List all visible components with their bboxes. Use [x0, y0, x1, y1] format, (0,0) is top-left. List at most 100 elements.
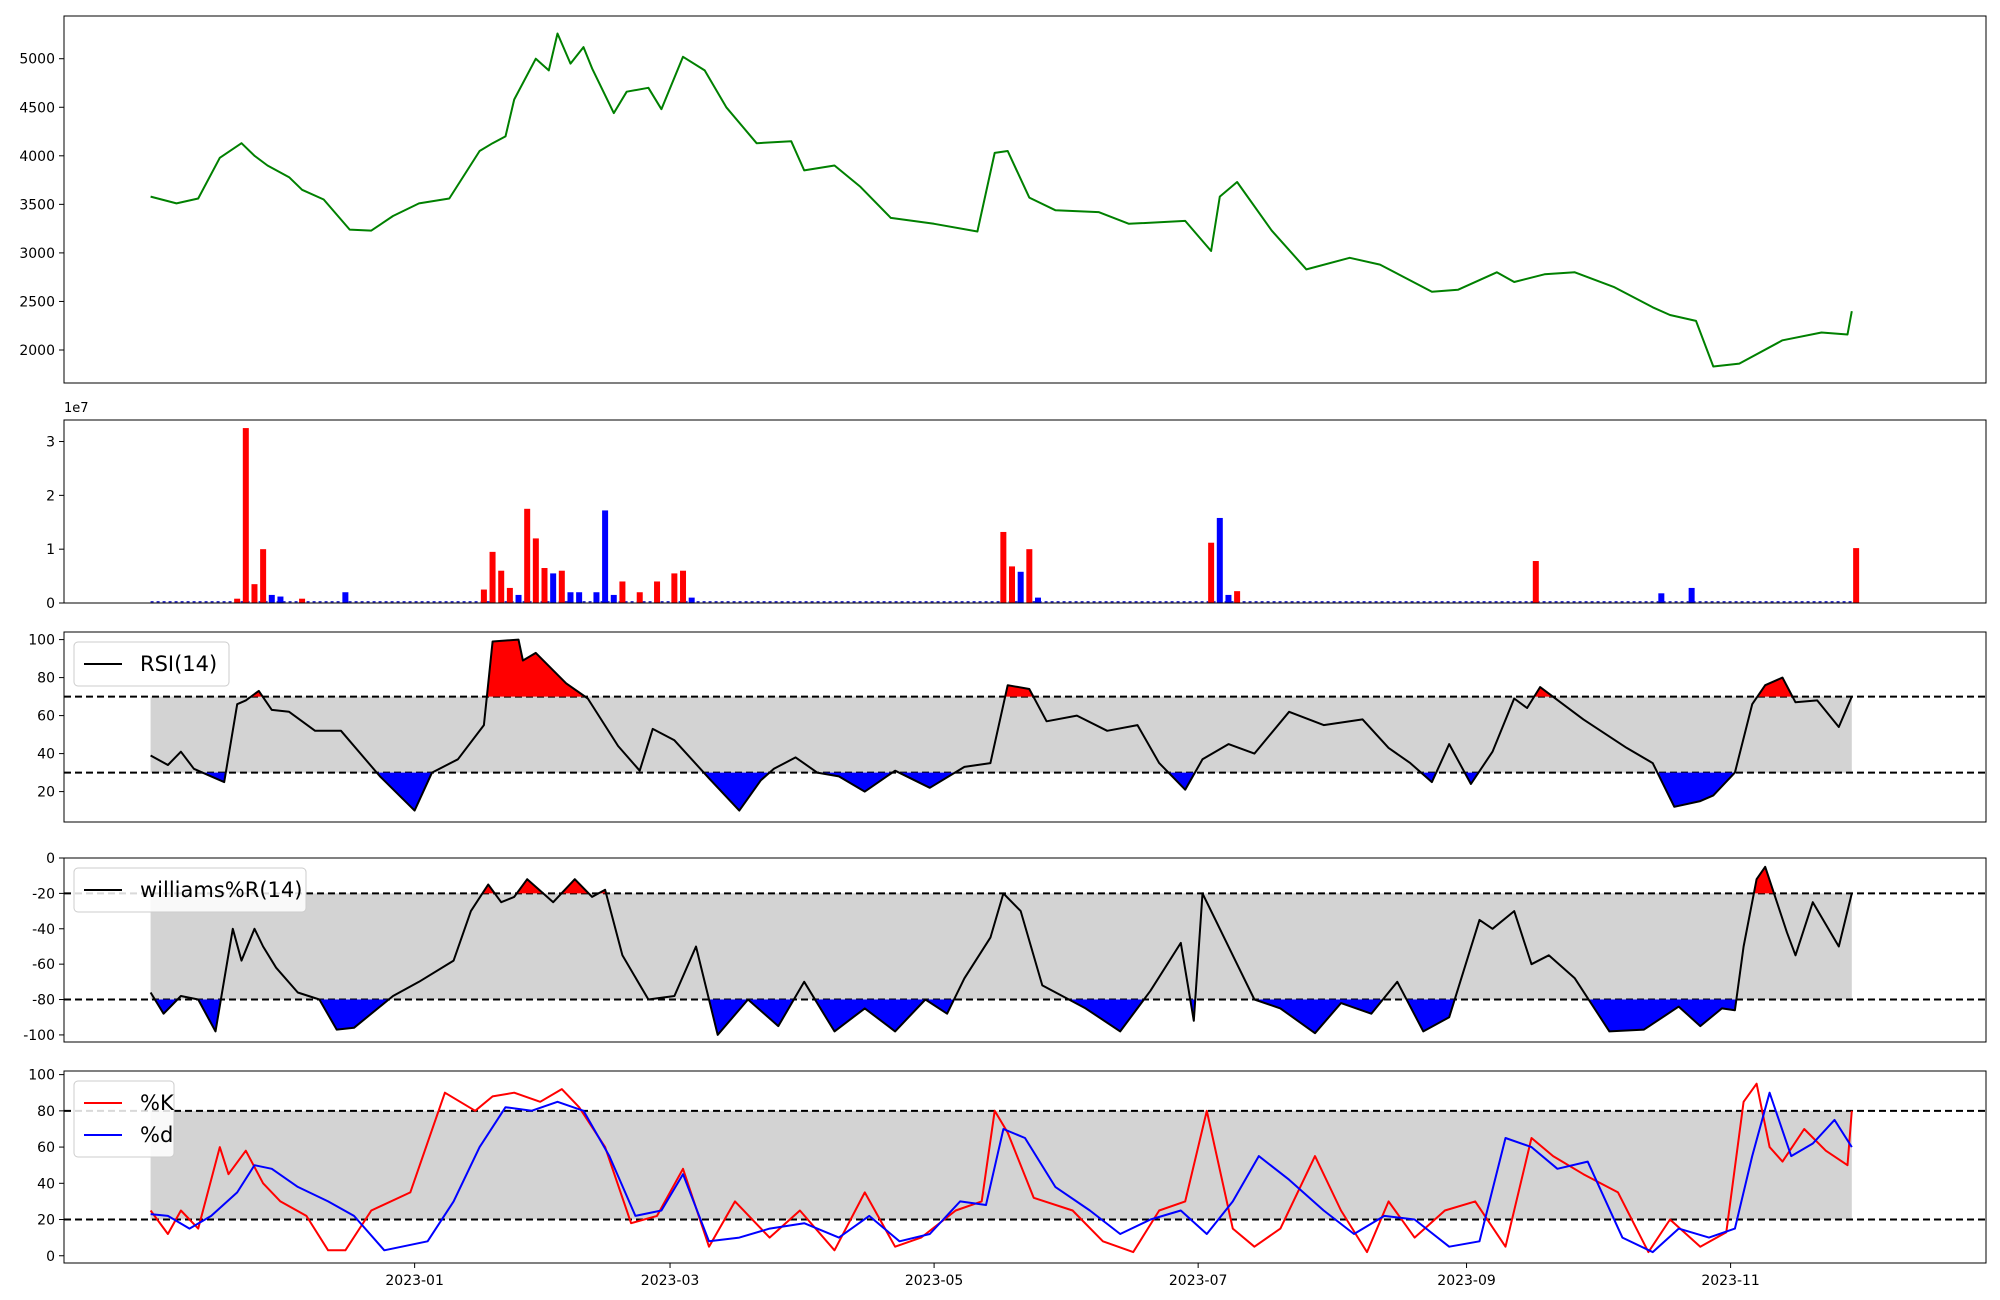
volume-scale-label: 1e7	[64, 401, 89, 416]
rsi-oversold-fill	[703, 772, 770, 811]
williams-overbought-fill	[561, 879, 589, 894]
rsi-ytick-label: 40	[37, 747, 55, 763]
volume-ytick-label: 1	[46, 542, 55, 558]
volume-bar	[1000, 531, 1007, 603]
volume-bar	[1234, 591, 1241, 603]
rsi-ytick-label: 60	[37, 709, 55, 725]
williams-overbought-fill	[1753, 866, 1774, 894]
stochastic-axes-frame	[63, 1070, 1987, 1264]
stochastic-ytick-label: 0	[46, 1249, 55, 1265]
volume-bar	[1026, 549, 1033, 603]
volume-bar	[251, 584, 258, 603]
rsi-ytick-label: 80	[37, 671, 55, 687]
volume-bar	[688, 597, 695, 603]
price-ytick-label: 4500	[19, 100, 55, 116]
volume-bar	[1853, 548, 1860, 603]
price-ytick-label: 2500	[19, 294, 55, 310]
volume-bar	[1688, 587, 1695, 603]
rsi-axes-frame	[63, 631, 1987, 823]
volume-ytick-label: 0	[46, 596, 55, 612]
williams-neutral-band	[150, 893, 1852, 1000]
chart-panels: 200025003000350040004500500001231e720406…	[19, 15, 1987, 1289]
volume-bar	[268, 594, 275, 603]
price-ytick-label: 5000	[19, 52, 55, 68]
volume-bar	[260, 549, 267, 603]
williams-oversold-fill	[198, 999, 221, 1032]
volume-bar	[1034, 597, 1041, 603]
price-ytick-label: 3500	[19, 197, 55, 213]
williams-oversold-fill	[319, 999, 389, 1030]
williams-legend-label: williams%R(14)	[140, 878, 302, 902]
price-ytick-label: 2000	[19, 343, 55, 359]
rsi-overbought-fill	[1005, 685, 1034, 697]
x-axis-tick-label: 2023-07	[1169, 1273, 1228, 1289]
rsi-neutral-band	[150, 696, 1852, 773]
stochastic-legend-label: %d	[140, 1123, 173, 1147]
stochastic-ytick-label: 100	[28, 1068, 55, 1084]
price-line	[150, 32, 1853, 368]
volume-bar	[1532, 561, 1539, 603]
rsi-oversold-fill	[817, 772, 893, 792]
volume-bar	[1216, 517, 1223, 603]
rsi-line	[150, 638, 1853, 812]
rsi-oversold-fill	[899, 772, 955, 788]
williams-panel: -100 -80 -60 -40 -20 0 williams%R(14)	[23, 851, 1987, 1044]
stochastic-ytick-label: 20	[37, 1213, 55, 1229]
rsi-ytick-label: 20	[37, 785, 55, 801]
stochastic-k-line	[149, 1082, 1853, 1254]
williams-oversold-fill	[1406, 999, 1455, 1032]
rsi-legend-box	[73, 641, 230, 687]
x-axis-tick-label: 2023-05	[905, 1273, 964, 1289]
volume-bar	[550, 573, 557, 603]
volume-bar	[654, 581, 661, 603]
volume-bar	[506, 587, 513, 603]
volume-bar	[299, 598, 306, 603]
williams-line	[149, 865, 1853, 1036]
volume-bar	[532, 538, 539, 603]
williams-oversold-fill	[1254, 999, 1383, 1034]
x-axis-tick-label: 2023-11	[1701, 1273, 1760, 1289]
price-ytick-label: 3000	[19, 246, 55, 262]
volume-axes-frame	[63, 419, 1987, 604]
x-axis-tick-label: 2023-01	[385, 1273, 444, 1289]
volume-bar	[234, 598, 241, 603]
volume-bar	[480, 589, 487, 603]
volume-bar	[1658, 593, 1665, 603]
volume-bar	[1009, 566, 1016, 603]
volume-bar	[242, 428, 249, 603]
volume-bar	[636, 592, 643, 603]
williams-overbought-fill	[516, 879, 544, 894]
volume-bar	[515, 594, 522, 603]
williams-oversold-fill	[815, 999, 926, 1032]
volume-bar	[671, 573, 678, 603]
rsi-oversold-fill	[1657, 772, 1735, 807]
williams-ytick-label: 0	[46, 851, 55, 867]
williams-axes-frame	[63, 857, 1987, 1043]
volume-bar	[524, 508, 531, 603]
williams-ytick-label: -20	[32, 886, 55, 902]
volume-bar	[1225, 594, 1232, 603]
rsi-oversold-fill	[1464, 772, 1479, 784]
williams-oversold-fill	[709, 999, 748, 1035]
williams-oversold-fill	[154, 999, 178, 1014]
price-ytick-label: 4000	[19, 149, 55, 165]
stochastic-legend-box	[73, 1080, 175, 1158]
williams-ytick-label: -40	[32, 922, 55, 938]
volume-bar	[610, 594, 617, 603]
rsi-overbought-fill	[486, 639, 586, 697]
williams-ytick-label: -60	[32, 957, 55, 973]
stochastic-ytick-label: 40	[37, 1176, 55, 1192]
volume-bar	[602, 510, 609, 603]
price-panel: 2000 2500 3000 3500 4000 4500 5000	[19, 15, 1987, 384]
williams-oversold-fill	[1588, 999, 1737, 1032]
volume-bar	[489, 551, 496, 603]
volume-bar	[567, 592, 574, 603]
stochastic-panel: 0 20 40 60 80 100 %K %d 2023-01 2023-03 2023-05 202…	[28, 1068, 1987, 1289]
williams-oversold-fill	[748, 999, 794, 1027]
volume-bar	[1208, 542, 1215, 603]
volume-bar	[593, 592, 600, 603]
rsi-ytick-label: 100	[28, 633, 55, 649]
volume-bar	[619, 581, 626, 603]
